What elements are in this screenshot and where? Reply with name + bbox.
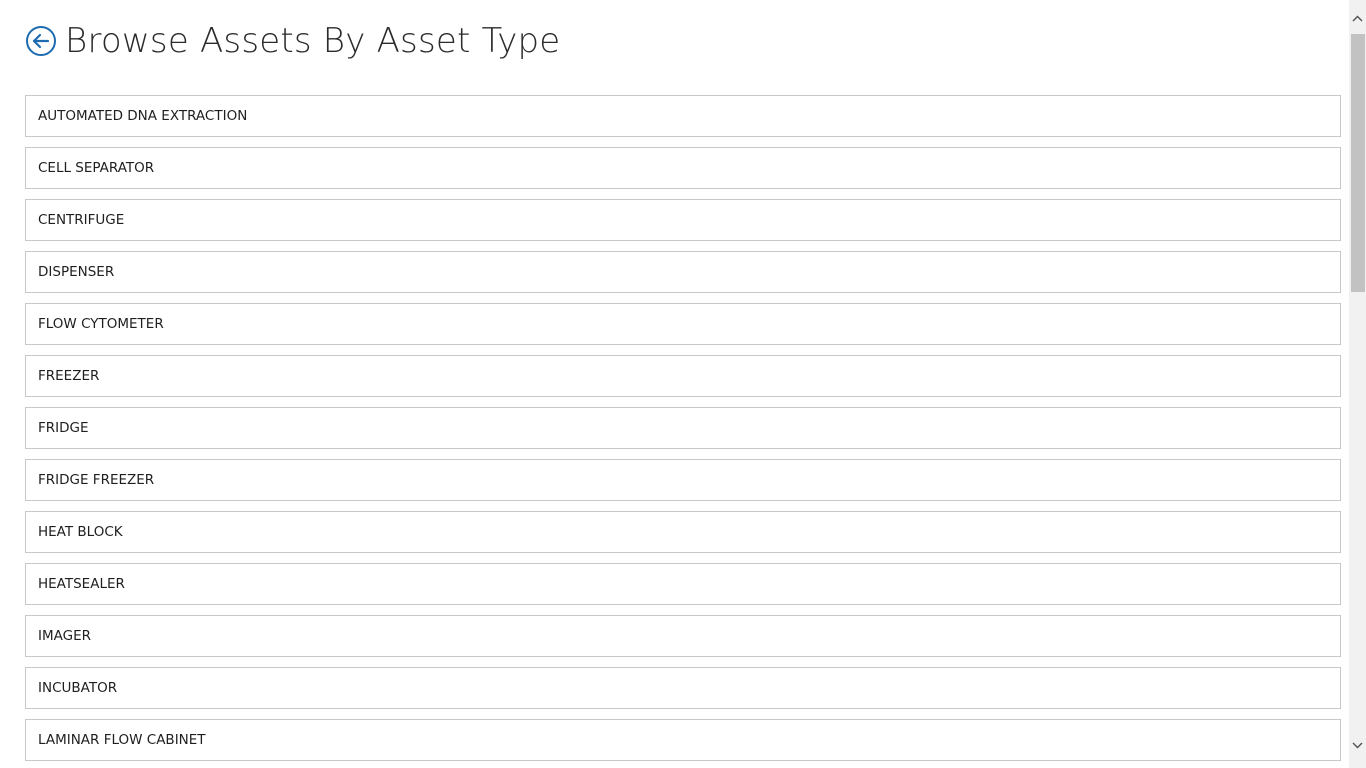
list-item-cell-separator[interactable]: CELL SEPARATOR	[25, 147, 1341, 189]
list-item-heatsealer[interactable]: HEATSEALER	[25, 563, 1341, 605]
page-title: Browse Assets By Asset Type	[65, 21, 561, 61]
header: Browse Assets By Asset Type	[25, 18, 560, 64]
list-item-imager[interactable]: IMAGER	[25, 615, 1341, 657]
list-item-dispenser[interactable]: DISPENSER	[25, 251, 1341, 293]
list-item-label: HEATSEALER	[38, 576, 125, 592]
list-item-label: INCUBATOR	[38, 680, 118, 696]
list-item-label: FRIDGE FREEZER	[38, 472, 155, 488]
vertical-scrollbar[interactable]	[1349, 0, 1366, 768]
scroll-up-button[interactable]	[1349, 10, 1366, 27]
chevron-up-icon	[1352, 15, 1363, 22]
list-item-freezer[interactable]: FREEZER	[25, 355, 1341, 397]
list-item-heat-block[interactable]: HEAT BLOCK	[25, 511, 1341, 553]
back-button[interactable]	[25, 25, 57, 57]
list-item-flow-cytometer[interactable]: FLOW CYTOMETER	[25, 303, 1341, 345]
asset-type-list: AUTOMATED DNA EXTRACTION CELL SEPARATOR …	[25, 95, 1341, 768]
list-item-label: CELL SEPARATOR	[38, 160, 155, 176]
list-item-label: FRIDGE	[38, 420, 89, 436]
list-item-fridge[interactable]: FRIDGE	[25, 407, 1341, 449]
list-item-centrifuge[interactable]: CENTRIFUGE	[25, 199, 1341, 241]
list-item-incubator[interactable]: INCUBATOR	[25, 667, 1341, 709]
list-item-label: IMAGER	[38, 628, 91, 644]
list-item-label: HEAT BLOCK	[38, 524, 123, 540]
chevron-down-icon	[1352, 742, 1363, 749]
list-item-fridge-freezer[interactable]: FRIDGE FREEZER	[25, 459, 1341, 501]
list-item-label: DISPENSER	[38, 264, 115, 280]
list-item-label: CENTRIFUGE	[38, 212, 125, 228]
list-item-laminar-flow-cabinet[interactable]: LAMINAR FLOW CABINET	[25, 719, 1341, 761]
list-item-automated-dna-extraction[interactable]: AUTOMATED DNA EXTRACTION	[25, 95, 1341, 137]
list-item-label: LAMINAR FLOW CABINET	[38, 732, 206, 748]
scrollbar-thumb[interactable]	[1351, 34, 1365, 292]
list-item-label: FLOW CYTOMETER	[38, 316, 164, 332]
circle-arrow-left-icon	[26, 26, 56, 56]
scroll-down-button[interactable]	[1349, 737, 1366, 754]
list-item-label: AUTOMATED DNA EXTRACTION	[38, 108, 248, 124]
list-item-label: FREEZER	[38, 368, 100, 384]
